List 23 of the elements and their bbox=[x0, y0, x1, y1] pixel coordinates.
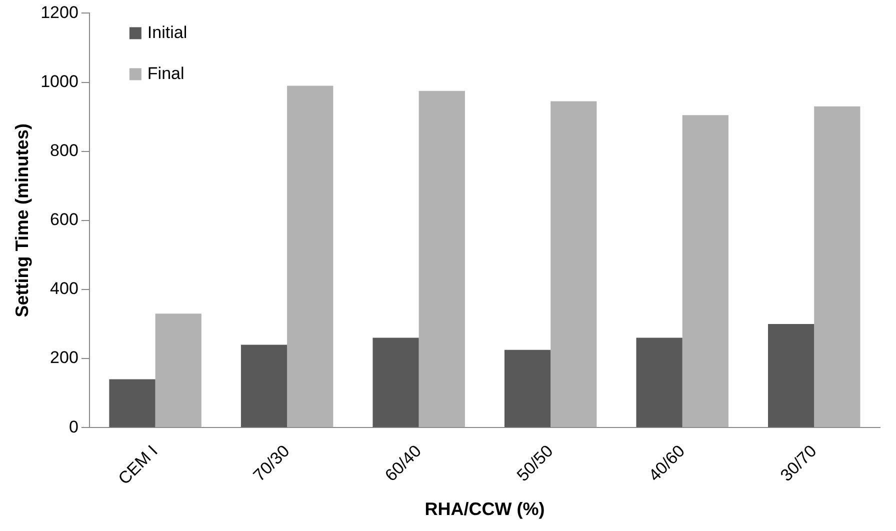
y-tick-label: 200 bbox=[50, 348, 78, 368]
bar bbox=[682, 115, 728, 428]
bar bbox=[550, 101, 597, 428]
y-tick-label: 800 bbox=[50, 141, 78, 160]
bar bbox=[504, 350, 551, 428]
legend-label: Initial bbox=[147, 22, 188, 42]
bar bbox=[240, 344, 288, 428]
y-tick-label: 400 bbox=[50, 279, 78, 298]
bar bbox=[814, 106, 860, 428]
bar bbox=[155, 314, 202, 428]
y-tick-label: 1200 bbox=[40, 2, 78, 22]
bar bbox=[768, 324, 814, 428]
bar bbox=[109, 379, 156, 428]
bar bbox=[287, 86, 334, 428]
bar bbox=[372, 338, 419, 428]
bar bbox=[418, 90, 465, 428]
y-axis-title: Setting Time (minutes) bbox=[12, 124, 32, 318]
y-tick-label: 0 bbox=[68, 417, 78, 436]
legend-label: Final bbox=[147, 64, 184, 83]
y-tick-label: 600 bbox=[50, 210, 78, 230]
bar bbox=[636, 338, 682, 428]
y-tick-label: 1000 bbox=[40, 72, 78, 91]
x-axis-title: RHA/CCW (%) bbox=[424, 499, 545, 520]
